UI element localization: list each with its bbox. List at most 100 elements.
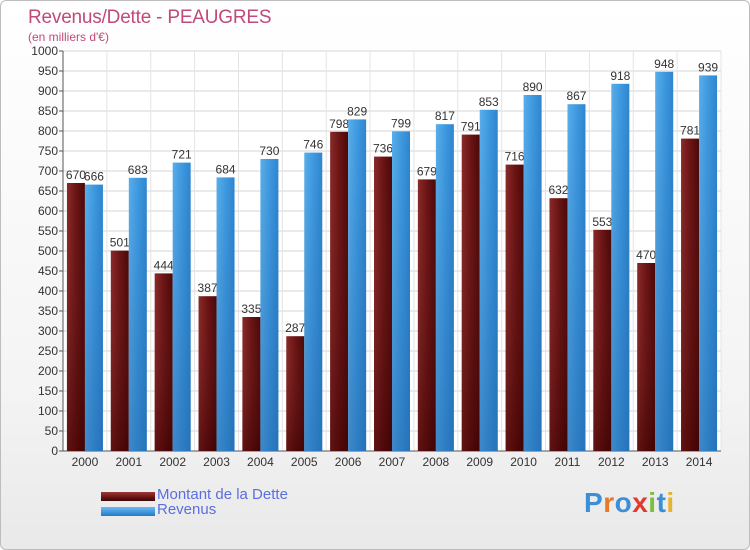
data-label-dette: 679 bbox=[417, 164, 437, 178]
data-label-dette: 791 bbox=[461, 120, 481, 134]
data-label-revenus: 666 bbox=[84, 170, 104, 184]
y-tick-label: 0 bbox=[51, 444, 58, 458]
x-tick-label: 2007 bbox=[379, 455, 406, 469]
bar-dette-shade bbox=[593, 229, 612, 451]
bar-dette-shade bbox=[330, 131, 349, 452]
x-tick-label: 2005 bbox=[291, 455, 318, 469]
bar-revenus-shade bbox=[128, 177, 147, 452]
data-label-revenus: 939 bbox=[698, 60, 718, 74]
logo-letter: i bbox=[648, 487, 657, 518]
y-tick-label: 300 bbox=[38, 324, 58, 338]
logo-letter: o bbox=[614, 487, 633, 518]
data-label-dette: 716 bbox=[505, 150, 525, 164]
data-label-revenus: 829 bbox=[347, 104, 367, 118]
y-tick-label: 700 bbox=[38, 164, 58, 178]
data-label-revenus: 918 bbox=[610, 69, 630, 83]
logo-letter: r bbox=[603, 487, 615, 518]
data-label-revenus: 817 bbox=[435, 109, 455, 123]
data-label-dette: 470 bbox=[636, 248, 656, 262]
bar-revenus-shade bbox=[392, 131, 410, 451]
bar-dette-shade bbox=[637, 263, 656, 451]
data-label-dette: 501 bbox=[110, 236, 130, 250]
bar-revenus-shade bbox=[435, 124, 454, 451]
bar-dette-shade bbox=[110, 250, 129, 451]
bar-revenus-shade bbox=[84, 184, 103, 451]
bar-revenus-shade bbox=[304, 152, 323, 451]
x-tick-label: 2013 bbox=[642, 455, 669, 469]
logo-letter: x bbox=[632, 487, 649, 518]
bar-dette-shade bbox=[461, 134, 480, 451]
y-tick-label: 450 bbox=[38, 264, 58, 278]
data-label-dette: 335 bbox=[241, 302, 261, 316]
x-tick-label: 2002 bbox=[159, 455, 186, 469]
y-tick-label: 350 bbox=[38, 304, 58, 318]
data-label-revenus: 746 bbox=[303, 138, 323, 152]
bar-revenus-shade bbox=[348, 119, 367, 452]
y-tick-label: 850 bbox=[38, 104, 58, 118]
data-label-revenus: 799 bbox=[391, 116, 411, 130]
x-tick-label: 2000 bbox=[72, 455, 99, 469]
data-label-revenus: 853 bbox=[479, 95, 499, 109]
y-tick-label: 900 bbox=[38, 84, 58, 98]
bar-revenus-shade bbox=[523, 95, 542, 451]
data-label-revenus: 948 bbox=[654, 57, 674, 71]
y-tick-label: 950 bbox=[38, 64, 58, 78]
bar-revenus-shade bbox=[567, 104, 586, 451]
bar-revenus-shade bbox=[655, 71, 674, 452]
bar-dette-shade bbox=[286, 336, 305, 451]
y-tick-label: 1000 bbox=[31, 44, 58, 58]
data-label-revenus: 867 bbox=[566, 89, 586, 103]
bar-dette-shade bbox=[549, 198, 568, 451]
x-tick-label: 2009 bbox=[466, 455, 493, 469]
bar-dette-shade bbox=[374, 156, 392, 451]
y-tick-label: 800 bbox=[38, 124, 58, 138]
data-label-dette: 736 bbox=[373, 142, 393, 156]
y-tick-label: 500 bbox=[38, 244, 58, 258]
bar-revenus-shade bbox=[216, 177, 235, 451]
y-tick-label: 100 bbox=[38, 404, 58, 418]
bar-dette-shade bbox=[66, 183, 85, 451]
data-label-revenus: 683 bbox=[128, 163, 148, 177]
x-tick-label: 2012 bbox=[598, 455, 625, 469]
y-tick-label: 400 bbox=[38, 284, 58, 298]
data-label-dette: 287 bbox=[285, 321, 305, 335]
y-tick-label: 600 bbox=[38, 204, 58, 218]
y-tick-label: 550 bbox=[38, 224, 58, 238]
x-tick-label: 2014 bbox=[686, 455, 713, 469]
x-tick-label: 2003 bbox=[203, 455, 230, 469]
x-tick-label: 2001 bbox=[115, 455, 142, 469]
legend-swatch-dette bbox=[101, 492, 155, 501]
x-tick-label: 2011 bbox=[555, 455, 581, 469]
data-label-revenus: 730 bbox=[259, 144, 279, 158]
y-tick-label: 150 bbox=[38, 384, 58, 398]
bar-dette-shade bbox=[242, 317, 261, 451]
proxiti-logo: Proxiti bbox=[584, 487, 675, 519]
data-label-dette: 553 bbox=[592, 215, 612, 229]
data-label-dette: 781 bbox=[680, 124, 700, 138]
bar-revenus-shade bbox=[172, 162, 191, 451]
bar-dette-shade bbox=[505, 164, 524, 451]
x-tick-label: 2004 bbox=[247, 455, 274, 469]
data-label-dette: 632 bbox=[548, 183, 568, 197]
data-label-dette: 670 bbox=[66, 168, 86, 182]
x-tick-label: 2010 bbox=[510, 455, 537, 469]
chart-title: Revenus/Dette - PEAUGRES bbox=[28, 7, 272, 28]
data-label-dette: 444 bbox=[154, 258, 174, 272]
bar-dette-shade bbox=[154, 273, 173, 451]
bar-dette-shade bbox=[198, 296, 217, 451]
legend-label-revenus: Revenus bbox=[157, 501, 217, 518]
bar-revenus-shade bbox=[699, 75, 718, 452]
bar-revenus-shade bbox=[611, 83, 630, 452]
bar-revenus-shade bbox=[479, 109, 498, 452]
y-tick-label: 50 bbox=[45, 424, 59, 438]
y-tick-label: 200 bbox=[38, 364, 58, 378]
y-tick-label: 650 bbox=[38, 184, 58, 198]
logo-letter: i bbox=[666, 487, 675, 518]
logo-letter: P bbox=[584, 487, 604, 518]
data-label-revenus: 684 bbox=[216, 162, 236, 176]
bar-dette-shade bbox=[681, 138, 700, 451]
bar-dette-shade bbox=[417, 179, 436, 451]
x-tick-label: 2008 bbox=[423, 455, 450, 469]
x-tick-label: 2006 bbox=[335, 455, 362, 469]
